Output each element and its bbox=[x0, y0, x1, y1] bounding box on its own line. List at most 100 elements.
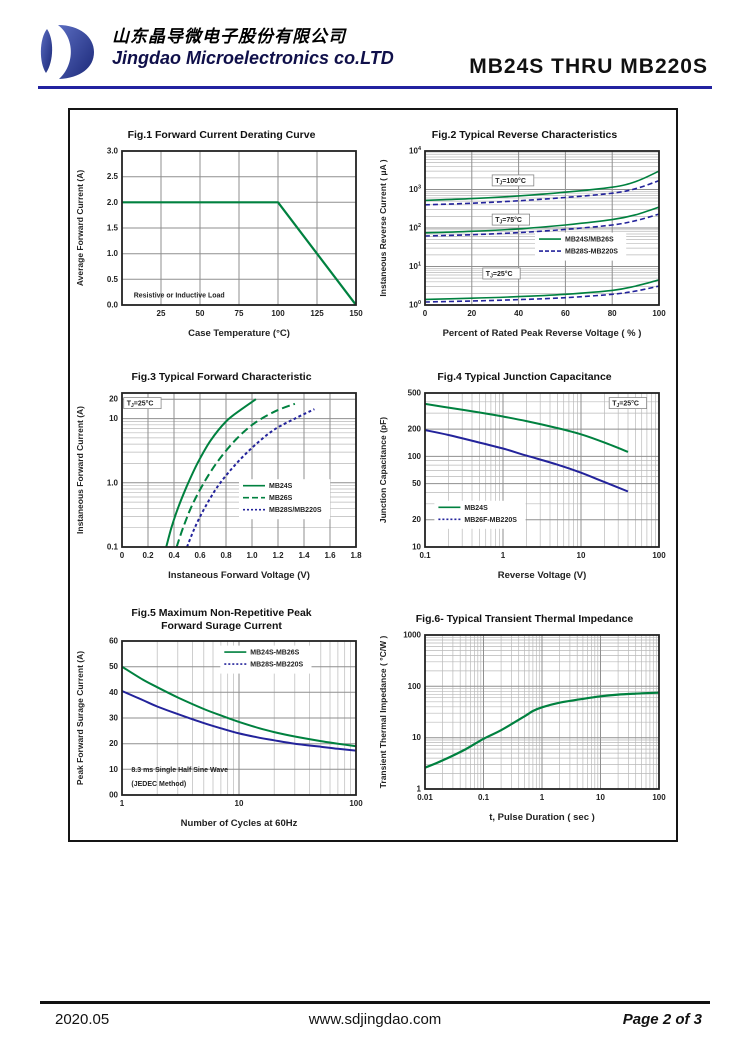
svg-text:1: 1 bbox=[119, 799, 124, 808]
logo-swoosh-left bbox=[40, 29, 53, 73]
svg-text:(JEDEC Method): (JEDEC Method) bbox=[131, 781, 186, 788]
svg-text:50: 50 bbox=[412, 479, 421, 488]
svg-text:1.6: 1.6 bbox=[324, 551, 336, 560]
svg-text:MB28S-MB220S: MB28S-MB220S bbox=[250, 662, 303, 669]
svg-text:0.8: 0.8 bbox=[220, 551, 232, 560]
svg-text:50: 50 bbox=[195, 309, 204, 318]
svg-text:0.1: 0.1 bbox=[419, 551, 431, 560]
part-number-range: MB24S THRU MB220S bbox=[469, 55, 708, 78]
svg-text:10: 10 bbox=[412, 733, 421, 742]
svg-text:40: 40 bbox=[109, 688, 118, 697]
svg-text:20: 20 bbox=[109, 739, 118, 748]
svg-text:2.0: 2.0 bbox=[106, 198, 118, 207]
svg-text:1.8: 1.8 bbox=[350, 551, 362, 560]
fig1-title: Fig.1 Forward Current Derating Curve bbox=[127, 129, 316, 142]
logo-swoosh-right bbox=[58, 25, 94, 79]
svg-text:MB28S/MB220S: MB28S/MB220S bbox=[269, 507, 322, 514]
svg-text:MB24S: MB24S bbox=[269, 483, 293, 490]
fig2-chart: 0 20 40 60 80 100 100 101 102 103 104 MB24S/MB26S MB… bbox=[378, 146, 666, 339]
svg-text:100: 100 bbox=[652, 793, 666, 802]
svg-text:1: 1 bbox=[500, 551, 505, 560]
figure-fig4: Fig.4 Typical Junction Capacitance 0.1 1 1… bbox=[373, 356, 676, 598]
svg-text:3.0: 3.0 bbox=[106, 146, 118, 155]
svg-text:10: 10 bbox=[234, 799, 243, 808]
svg-text:0.01: 0.01 bbox=[417, 793, 433, 802]
svg-text:40: 40 bbox=[514, 309, 523, 318]
svg-text:60: 60 bbox=[109, 637, 118, 646]
svg-text:MB24S: MB24S bbox=[464, 505, 488, 512]
svg-text:TJ=25°C: TJ=25°C bbox=[126, 399, 153, 409]
svg-text:TJ=25°C: TJ=25°C bbox=[485, 270, 512, 280]
svg-text:10: 10 bbox=[596, 793, 605, 802]
svg-text:1.5: 1.5 bbox=[106, 223, 118, 232]
svg-text:0.6: 0.6 bbox=[194, 551, 206, 560]
svg-text:MB26S: MB26S bbox=[269, 495, 293, 502]
svg-text:Junction Capacitance (pF): Junction Capacitance (pF) bbox=[378, 416, 388, 522]
svg-text:100: 100 bbox=[409, 300, 421, 310]
fig6-title: Fig.6- Typical Transient Thermal Impedan… bbox=[415, 613, 634, 626]
svg-text:Case Temperature (°C): Case Temperature (°C) bbox=[188, 328, 290, 339]
svg-text:150: 150 bbox=[349, 309, 363, 318]
svg-text:0.1: 0.1 bbox=[477, 793, 489, 802]
svg-text:1.0: 1.0 bbox=[106, 478, 118, 487]
footer-page-number: Page 2 of 3 bbox=[622, 1011, 702, 1028]
company-name-cn: 山东晶导微电子股份有限公司 bbox=[112, 27, 346, 46]
svg-text:20: 20 bbox=[412, 515, 421, 524]
svg-text:MB28S-MB220S: MB28S-MB220S bbox=[565, 248, 618, 255]
svg-text:Instaneous Forward Current (A: Instaneous Forward Current (A) bbox=[75, 406, 85, 534]
figure-fig2: Fig.2 Typical Reverse Characteristics 0 2… bbox=[373, 114, 676, 356]
svg-text:0: 0 bbox=[422, 309, 427, 318]
svg-text:Number of Cycles at 60Hz: Number of Cycles at 60Hz bbox=[180, 818, 297, 829]
fig3-chart: 0 0.2 0.4 0.6 0.8 1.0 1.2 1.4 1.6 1.8 0.1 1.0 10 20 MB… bbox=[75, 391, 362, 581]
svg-text:20: 20 bbox=[109, 395, 118, 404]
footer-rule bbox=[40, 1001, 710, 1004]
svg-text:Reverse Voltage (V): Reverse Voltage (V) bbox=[497, 570, 586, 581]
fig2-title: Fig.2 Typical Reverse Characteristics bbox=[431, 129, 618, 142]
svg-text:1: 1 bbox=[416, 784, 421, 793]
svg-text:t, Pulse Duration ( sec ): t, Pulse Duration ( sec ) bbox=[489, 812, 595, 823]
figures-container: Fig.1 Forward Current Derating Curve 25 5… bbox=[68, 108, 678, 842]
svg-text:0.5: 0.5 bbox=[106, 275, 118, 284]
svg-text:100: 100 bbox=[407, 452, 421, 461]
svg-text:100: 100 bbox=[349, 799, 363, 808]
svg-text:1: 1 bbox=[539, 793, 544, 802]
svg-text:75: 75 bbox=[234, 309, 243, 318]
svg-text:80: 80 bbox=[607, 309, 616, 318]
header-rule bbox=[38, 86, 712, 89]
svg-text:TJ=25°C: TJ=25°C bbox=[612, 399, 639, 409]
svg-text:Transient Thermal Impedance (: Transient Thermal Impedance ( °C/W ) bbox=[378, 635, 388, 788]
svg-text:30: 30 bbox=[109, 714, 118, 723]
svg-text:MB24S/MB26S: MB24S/MB26S bbox=[565, 236, 614, 243]
svg-text:0.1: 0.1 bbox=[106, 542, 118, 551]
svg-text:10: 10 bbox=[412, 542, 421, 551]
fig1-chart: 25 50 75 100 125 150 0.0 0.5 1.0 1.5 2.0 2.5 3.0 Resi… bbox=[75, 146, 363, 339]
figure-fig5: Fig.5 Maximum Non-Repetitive Peak Forwar… bbox=[70, 598, 373, 840]
svg-text:50: 50 bbox=[109, 662, 118, 671]
svg-text:Peak Forward Surage Current (A: Peak Forward Surage Current (A) bbox=[75, 651, 85, 785]
figure-fig1: Fig.1 Forward Current Derating Curve 25 5… bbox=[70, 114, 373, 356]
svg-text:TJ=100°C: TJ=100°C bbox=[495, 177, 526, 187]
svg-text:Instaneous Forward Voltage (V): Instaneous Forward Voltage (V) bbox=[168, 570, 310, 581]
svg-text:104: 104 bbox=[409, 146, 422, 156]
fig4-title: Fig.4 Typical Junction Capacitance bbox=[437, 371, 612, 384]
svg-text:100: 100 bbox=[407, 682, 421, 691]
svg-text:100: 100 bbox=[271, 309, 285, 318]
footer-date: 2020.05 bbox=[55, 1011, 110, 1028]
svg-text:1.2: 1.2 bbox=[272, 551, 284, 560]
svg-text:Percent of Rated Peak Reverse: Percent of Rated Peak Reverse Voltage ( … bbox=[442, 328, 641, 339]
fig3-title: Fig.3 Typical Forward Characteristic bbox=[131, 371, 312, 384]
svg-text:25: 25 bbox=[156, 309, 165, 318]
svg-text:2.5: 2.5 bbox=[106, 172, 118, 181]
svg-text:1.0: 1.0 bbox=[106, 249, 118, 258]
svg-text:125: 125 bbox=[310, 309, 324, 318]
svg-text:10: 10 bbox=[109, 414, 118, 423]
fig5-chart: 1 10 100 00 10 20 30 40 50 60 MB24S-MB26S MB28S-MB2… bbox=[75, 637, 363, 830]
svg-text:1000: 1000 bbox=[403, 630, 421, 639]
svg-text:8.3 ms Single Half Sine Wave: 8.3 ms Single Half Sine Wave bbox=[131, 767, 228, 774]
svg-text:102: 102 bbox=[409, 223, 421, 233]
svg-text:Instaneous Reverse Current ( μ: Instaneous Reverse Current ( μA ) bbox=[378, 159, 388, 296]
svg-text:103: 103 bbox=[409, 184, 421, 194]
company-block: 山东晶导微电子股份有限公司 Jingdao Microelectronics c… bbox=[112, 26, 394, 70]
svg-text:1.0: 1.0 bbox=[246, 551, 258, 560]
